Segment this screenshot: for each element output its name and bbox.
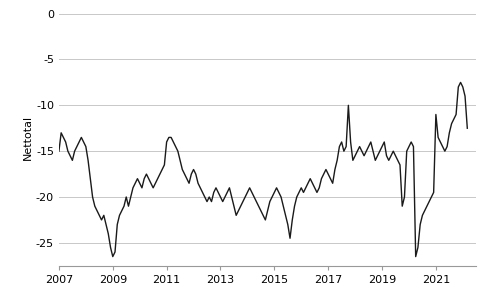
Y-axis label: Nettotal: Nettotal [23, 115, 33, 160]
